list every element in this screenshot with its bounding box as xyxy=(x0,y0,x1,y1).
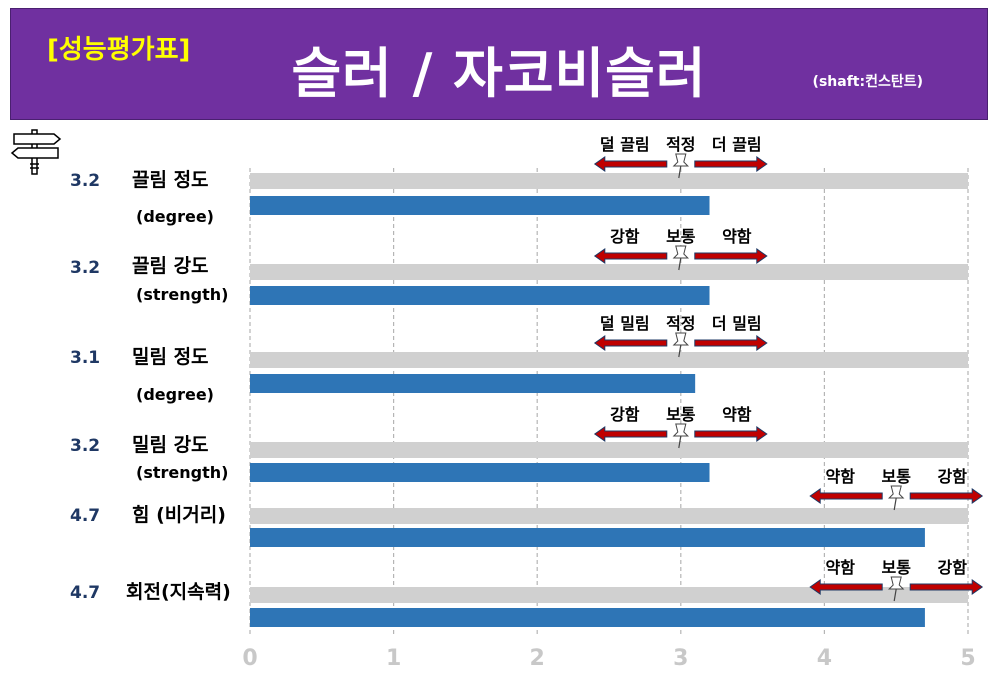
category-sublabel: (degree) xyxy=(136,207,214,226)
signpost-icon xyxy=(10,129,62,175)
score-label: 3.1 xyxy=(70,348,100,368)
x-tick-label: 2 xyxy=(530,646,545,671)
left-arrow-icon xyxy=(809,488,883,504)
track-bar xyxy=(250,173,968,189)
right-arrow-icon xyxy=(694,426,768,442)
scale-mid-label: 보통 xyxy=(666,227,696,246)
pushpin-icon xyxy=(672,245,690,259)
x-tick-label: 3 xyxy=(673,646,688,671)
scale-right-label: 약함 xyxy=(722,227,752,246)
track-bar xyxy=(250,442,968,458)
left-arrow-icon xyxy=(593,335,668,351)
pushpin-needle xyxy=(893,588,897,602)
category-label: 끌림 강도 xyxy=(132,255,209,277)
value-bar xyxy=(250,374,696,393)
category-label: 힘 (비거리) xyxy=(132,504,226,526)
x-tick-label: 4 xyxy=(817,646,832,671)
value-bar xyxy=(250,463,710,482)
category-label: 회전(지속력) xyxy=(126,581,231,603)
right-arrow-icon xyxy=(909,488,984,504)
category-sublabel: (strength) xyxy=(136,463,228,482)
pushpin-icon xyxy=(887,485,905,499)
left-arrow-icon xyxy=(809,579,883,595)
right-arrow-icon xyxy=(694,335,768,351)
scale-mid-label: 보통 xyxy=(881,558,911,577)
score-label: 3.2 xyxy=(70,258,100,278)
right-arrow-icon xyxy=(909,579,984,595)
pushpin-icon xyxy=(672,423,690,437)
track-bar xyxy=(250,264,968,280)
right-arrow-icon xyxy=(694,248,768,264)
value-bar xyxy=(250,608,925,627)
category-sublabel: (strength) xyxy=(136,285,228,304)
header-banner: [성능평가표] 슬러 / 자코비슬러 (shaft:컨스탄트) xyxy=(10,8,988,120)
score-label: 3.2 xyxy=(70,436,100,456)
evaluation-badge: [성능평가표] xyxy=(47,35,191,65)
category-label: 끌림 정도 xyxy=(132,169,209,191)
scale-right-label: 더 끌림 xyxy=(712,135,762,154)
left-arrow-icon xyxy=(593,426,668,442)
scale-mid-label: 보통 xyxy=(881,467,911,486)
value-bar xyxy=(250,196,710,215)
pushpin-needle xyxy=(678,257,682,271)
page-title: 슬러 / 자코비슬러 xyxy=(291,42,707,105)
category-sublabel: (degree) xyxy=(136,385,214,404)
shaft-subtitle: (shaft:컨스탄트) xyxy=(812,74,923,90)
scale-right-label: 강함 xyxy=(937,467,967,486)
left-arrow-icon xyxy=(593,248,668,264)
scale-mid-label: 보통 xyxy=(666,405,696,424)
pushpin-needle xyxy=(678,165,682,179)
scale-right-label: 강함 xyxy=(937,558,967,577)
x-tick-label: 1 xyxy=(386,646,401,671)
scale-mid-label: 적정 xyxy=(666,314,695,333)
pushpin-needle xyxy=(678,435,682,449)
x-tick-label: 5 xyxy=(960,646,975,671)
pushpin-needle xyxy=(893,497,897,511)
scale-right-label: 더 밀림 xyxy=(712,314,762,333)
scale-mid-label: 적정 xyxy=(666,135,695,154)
x-tick-label: 0 xyxy=(242,646,257,671)
score-label: 4.7 xyxy=(70,506,100,526)
scale-left-label: 강함 xyxy=(610,227,640,246)
pushpin-icon xyxy=(672,332,690,346)
pushpin-icon xyxy=(672,153,690,167)
right-arrow-icon xyxy=(694,156,768,172)
scale-left-label: 덜 끌림 xyxy=(600,135,650,154)
scale-left-label: 강함 xyxy=(610,405,640,424)
score-label: 3.2 xyxy=(70,171,100,191)
value-bar xyxy=(250,286,710,305)
track-bar xyxy=(250,352,968,368)
pushpin-needle xyxy=(678,344,682,358)
scale-right-label: 약함 xyxy=(722,405,752,424)
value-bar xyxy=(250,528,925,547)
category-label: 밀림 강도 xyxy=(132,434,209,456)
pushpin-icon xyxy=(887,576,905,590)
track-bar xyxy=(250,508,968,524)
scale-left-label: 약함 xyxy=(825,558,855,577)
left-arrow-icon xyxy=(593,156,668,172)
scale-left-label: 덜 밀림 xyxy=(600,314,650,333)
scale-left-label: 약함 xyxy=(825,467,855,486)
score-label: 4.7 xyxy=(70,583,100,603)
category-label: 밀림 정도 xyxy=(132,346,209,368)
track-bar xyxy=(250,587,968,603)
